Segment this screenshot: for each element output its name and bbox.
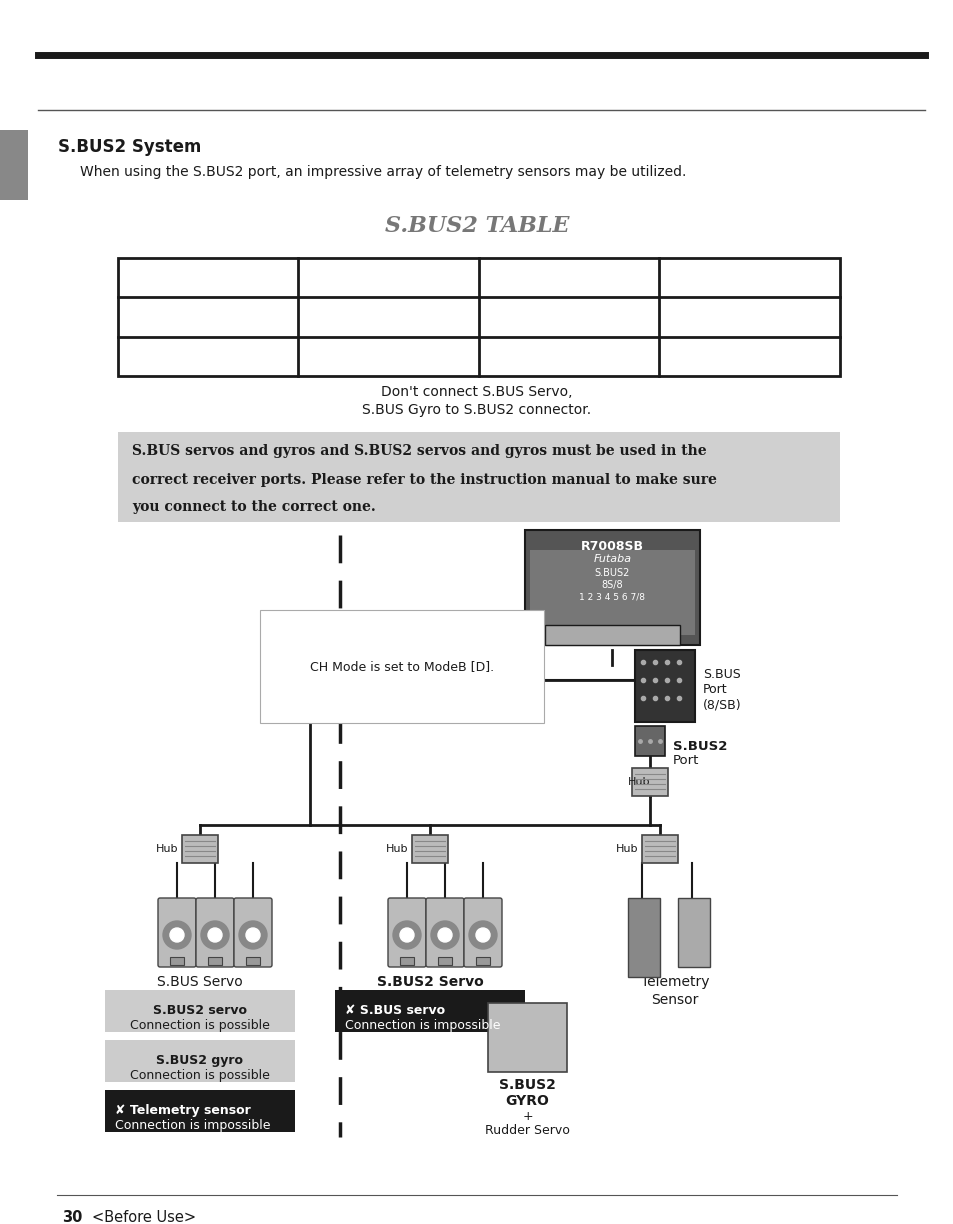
- Bar: [105, 990, 294, 1032]
- Bar: [544, 625, 679, 645]
- Circle shape: [393, 920, 420, 949]
- Text: Sensor: Sensor: [651, 993, 698, 1007]
- Bar: [170, 957, 184, 965]
- FancyBboxPatch shape: [463, 898, 501, 967]
- Text: Port: Port: [702, 683, 727, 696]
- Bar: [631, 767, 667, 796]
- Text: S.BUS2: S.BUS2: [672, 741, 726, 753]
- Bar: [635, 650, 695, 722]
- Text: Connection is possible: Connection is possible: [130, 1020, 270, 1032]
- Bar: [118, 258, 840, 376]
- Bar: [118, 432, 840, 521]
- Circle shape: [246, 928, 260, 942]
- Bar: [208, 957, 222, 965]
- Text: ✘ Telemetry sensor: ✘ Telemetry sensor: [115, 1104, 251, 1118]
- Circle shape: [239, 920, 267, 949]
- Text: Connection is impossible: Connection is impossible: [345, 1020, 500, 1032]
- Text: S.BUS2 TABLE: S.BUS2 TABLE: [384, 215, 569, 237]
- Bar: [0, 130, 28, 200]
- FancyBboxPatch shape: [195, 898, 233, 967]
- Text: 8S/8: 8S/8: [601, 580, 622, 590]
- Text: <Before Use>: <Before Use>: [91, 1211, 196, 1224]
- Text: Connection is possible: Connection is possible: [130, 1069, 270, 1082]
- FancyBboxPatch shape: [488, 1002, 566, 1072]
- Text: Rudder Servo: Rudder Servo: [484, 1124, 569, 1137]
- Bar: [437, 957, 452, 965]
- Bar: [635, 726, 664, 756]
- Text: 30: 30: [62, 1211, 82, 1224]
- Circle shape: [399, 928, 414, 942]
- Text: Hub: Hub: [615, 845, 638, 854]
- Circle shape: [476, 928, 490, 942]
- Circle shape: [208, 928, 222, 942]
- FancyBboxPatch shape: [233, 898, 272, 967]
- FancyBboxPatch shape: [678, 898, 709, 967]
- Text: ✘ S.BUS servo: ✘ S.BUS servo: [345, 1004, 445, 1017]
- Circle shape: [170, 928, 184, 942]
- Bar: [530, 550, 695, 635]
- Text: Connection is impossible: Connection is impossible: [115, 1119, 271, 1132]
- FancyBboxPatch shape: [627, 898, 659, 977]
- Bar: [399, 957, 414, 965]
- Circle shape: [431, 920, 458, 949]
- Bar: [182, 835, 218, 863]
- Text: (8/SB): (8/SB): [702, 699, 740, 712]
- Text: Hub: Hub: [385, 845, 408, 854]
- Text: S.BUS2: S.BUS2: [498, 1078, 556, 1092]
- Bar: [105, 1091, 294, 1132]
- Text: Hub: Hub: [627, 777, 649, 787]
- Text: GYRO: GYRO: [505, 1094, 549, 1108]
- Text: Telemetry: Telemetry: [640, 976, 708, 989]
- Text: Futaba: Futaba: [593, 554, 631, 564]
- Text: CH Mode is set to ModeB [D].: CH Mode is set to ModeB [D].: [310, 660, 494, 673]
- Text: S.BUS Servo: S.BUS Servo: [157, 976, 243, 989]
- FancyBboxPatch shape: [388, 898, 426, 967]
- Text: S.BUS2 Servo: S.BUS2 Servo: [376, 976, 483, 989]
- Text: R7008SB: R7008SB: [580, 540, 643, 553]
- Text: When using the S.BUS2 port, an impressive array of telemetry sensors may be util: When using the S.BUS2 port, an impressiv…: [80, 165, 685, 179]
- Text: S.BUS2 System: S.BUS2 System: [58, 138, 201, 155]
- Text: correct receiver ports. Please refer to the instruction manual to make sure: correct receiver ports. Please refer to …: [132, 472, 716, 487]
- Text: S.BUS2 gyro: S.BUS2 gyro: [156, 1054, 243, 1067]
- Circle shape: [201, 920, 229, 949]
- Text: S.BUS: S.BUS: [702, 668, 740, 681]
- Circle shape: [469, 920, 497, 949]
- Bar: [335, 990, 524, 1032]
- Text: S.BUS2 servo: S.BUS2 servo: [152, 1004, 247, 1017]
- Text: you connect to the correct one.: you connect to the correct one.: [132, 499, 375, 514]
- Bar: [412, 835, 448, 863]
- Text: Port: Port: [672, 754, 699, 767]
- Circle shape: [163, 920, 191, 949]
- Text: +: +: [521, 1110, 533, 1122]
- Text: 1 2 3 4 5 6 7/8: 1 2 3 4 5 6 7/8: [578, 592, 645, 602]
- Bar: [641, 835, 678, 863]
- Circle shape: [437, 928, 452, 942]
- Bar: [524, 530, 700, 645]
- Text: S.BUS servos and gyros and S.BUS2 servos and gyros must be used in the: S.BUS servos and gyros and S.BUS2 servos…: [132, 444, 706, 458]
- Text: Hub: Hub: [155, 845, 178, 854]
- FancyBboxPatch shape: [158, 898, 195, 967]
- Text: Don't connect S.BUS Servo,: Don't connect S.BUS Servo,: [381, 386, 572, 399]
- FancyBboxPatch shape: [426, 898, 463, 967]
- Bar: [476, 957, 490, 965]
- Text: S.BUS Gyro to S.BUS2 connector.: S.BUS Gyro to S.BUS2 connector.: [362, 403, 591, 417]
- Bar: [246, 957, 260, 965]
- Text: S.BUS2: S.BUS2: [594, 568, 630, 578]
- Bar: [105, 1040, 294, 1082]
